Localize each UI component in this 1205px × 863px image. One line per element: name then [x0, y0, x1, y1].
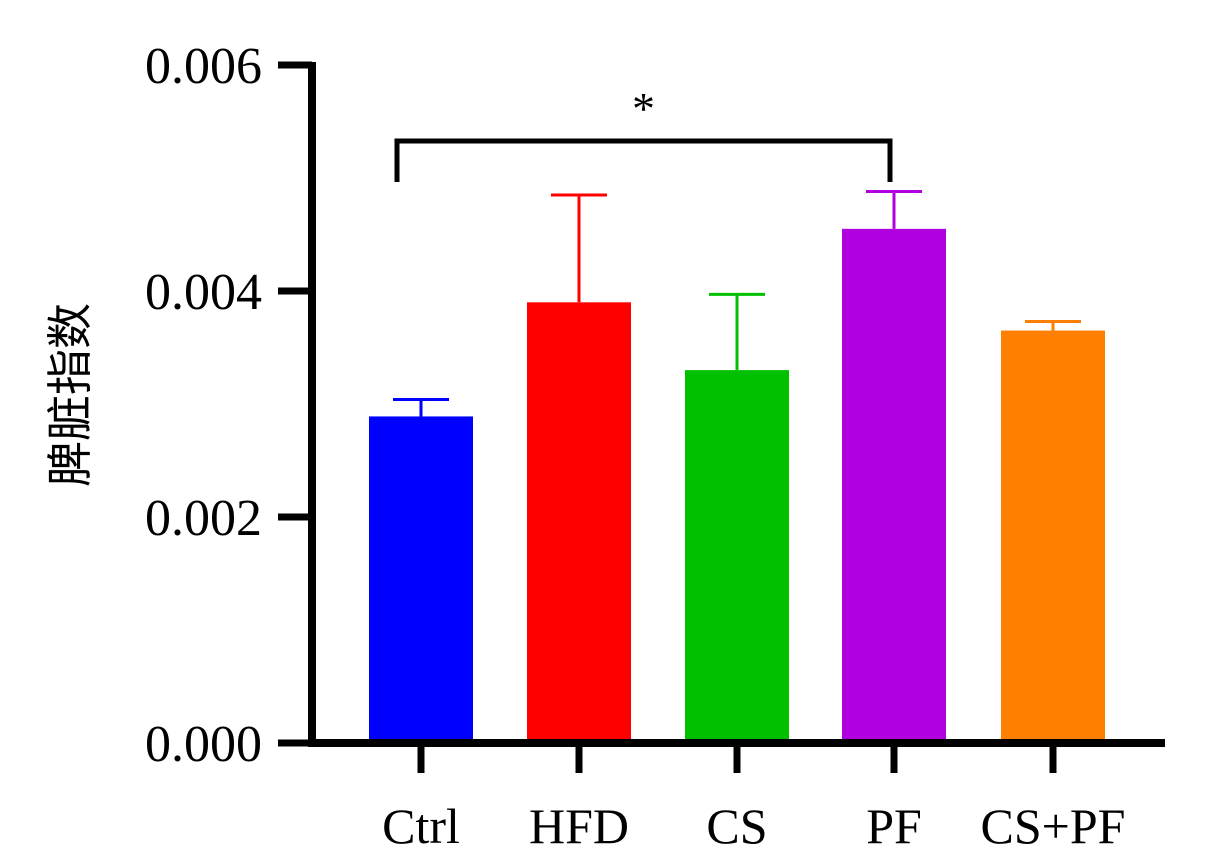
x-tick-label: PF — [866, 798, 922, 854]
annotations-layer: * — [394, 83, 893, 182]
y-tick-label: 0.000 — [145, 716, 262, 773]
x-tick-label: Ctrl — [382, 798, 460, 854]
significance-label: * — [632, 83, 655, 134]
significance-bracket — [394, 138, 893, 182]
bar-pf — [842, 228, 946, 744]
x-tick-label: CS+PF — [981, 798, 1126, 854]
bar-cs — [685, 370, 789, 743]
bars-layer — [369, 228, 1105, 744]
y-tick-label: 0.006 — [145, 38, 262, 95]
x-tick-label: HFD — [529, 798, 629, 854]
labels-layer: 0.000 0.002 0.004 0.006 Ctrl HFD CS PF CS+PF — [145, 38, 1125, 854]
y-tick-label: 0.002 — [145, 490, 262, 547]
axes-layer — [278, 61, 1165, 773]
bar-ctrl — [369, 416, 473, 743]
x-tick-label: CS — [706, 798, 767, 854]
bar-cs-pf — [1001, 330, 1105, 743]
y-tick-label: 0.004 — [145, 264, 262, 321]
y-axis-label: 脾脏指数 — [43, 303, 97, 487]
error-bars-layer — [393, 190, 1081, 417]
bar-hfd — [527, 302, 631, 743]
